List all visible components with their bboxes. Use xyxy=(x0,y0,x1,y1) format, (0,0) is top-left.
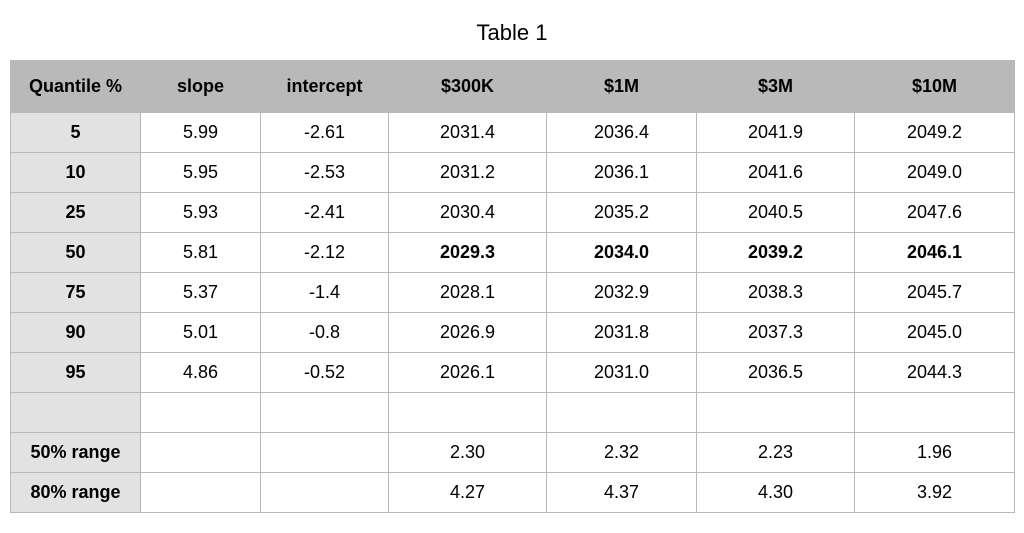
row-header: 80% range xyxy=(11,473,141,513)
table-cell: 2047.6 xyxy=(855,193,1015,233)
table-cell: 5.81 xyxy=(141,233,261,273)
table-cell: 2045.0 xyxy=(855,313,1015,353)
table-cell: 2041.6 xyxy=(697,153,855,193)
table-row: 50% range 2.302.322.231.96 xyxy=(11,433,1015,473)
table-cell: 2037.3 xyxy=(697,313,855,353)
table-cell xyxy=(855,393,1015,433)
table-cell: 2036.4 xyxy=(547,113,697,153)
table-row: 755.37-1.42028.12032.92038.32045.7 xyxy=(11,273,1015,313)
table-cell: 2030.4 xyxy=(389,193,547,233)
table-caption: Table 1 xyxy=(10,20,1014,46)
col-header: $3M xyxy=(697,61,855,113)
col-header: Quantile % xyxy=(11,61,141,113)
table-cell: 5.99 xyxy=(141,113,261,153)
table-cell: 2029.3 xyxy=(389,233,547,273)
table-cell: 2046.1 xyxy=(855,233,1015,273)
table-row: 954.86-0.522026.12031.02036.52044.3 xyxy=(11,353,1015,393)
row-header: 90 xyxy=(11,313,141,353)
table-cell: 2045.7 xyxy=(855,273,1015,313)
row-header: 10 xyxy=(11,153,141,193)
table-cell: 2.30 xyxy=(389,433,547,473)
table-cell: 2041.9 xyxy=(697,113,855,153)
table-cell: 2049.2 xyxy=(855,113,1015,153)
table-cell: -2.12 xyxy=(261,233,389,273)
table-cell xyxy=(547,393,697,433)
table-cell: 2040.5 xyxy=(697,193,855,233)
table-cell: 2032.9 xyxy=(547,273,697,313)
table-header-row: Quantile % slope intercept $300K $1M $3M… xyxy=(11,61,1015,113)
table-cell: 4.86 xyxy=(141,353,261,393)
table-cell xyxy=(141,433,261,473)
table-cell: 2031.2 xyxy=(389,153,547,193)
table-cell: 2035.2 xyxy=(547,193,697,233)
table-cell: 2.32 xyxy=(547,433,697,473)
table-cell: 2038.3 xyxy=(697,273,855,313)
table-cell: 2026.9 xyxy=(389,313,547,353)
table-cell xyxy=(261,473,389,513)
table-row xyxy=(11,393,1015,433)
table-cell xyxy=(389,393,547,433)
table-cell: 2031.8 xyxy=(547,313,697,353)
col-header: $10M xyxy=(855,61,1015,113)
table-cell: 2026.1 xyxy=(389,353,547,393)
table-cell: 2.23 xyxy=(697,433,855,473)
table-cell: 5.93 xyxy=(141,193,261,233)
table-cell: 4.30 xyxy=(697,473,855,513)
table-cell: 2031.0 xyxy=(547,353,697,393)
row-header: 75 xyxy=(11,273,141,313)
table-row: 905.01-0.82026.92031.82037.32045.0 xyxy=(11,313,1015,353)
table-cell xyxy=(261,433,389,473)
row-header: 50 xyxy=(11,233,141,273)
table-body: 55.99-2.612031.42036.42041.92049.2105.95… xyxy=(11,113,1015,513)
table-cell: -1.4 xyxy=(261,273,389,313)
table-cell: -0.52 xyxy=(261,353,389,393)
table-cell: 5.37 xyxy=(141,273,261,313)
table-row: 105.95-2.532031.22036.12041.62049.0 xyxy=(11,153,1015,193)
row-header xyxy=(11,393,141,433)
table-cell xyxy=(261,393,389,433)
table-cell: 5.95 xyxy=(141,153,261,193)
col-header: intercept xyxy=(261,61,389,113)
table-cell: 2039.2 xyxy=(697,233,855,273)
table-row: 505.81-2.122029.32034.02039.22046.1 xyxy=(11,233,1015,273)
col-header: $300K xyxy=(389,61,547,113)
table-cell xyxy=(697,393,855,433)
table-cell: 2049.0 xyxy=(855,153,1015,193)
table-cell: -2.61 xyxy=(261,113,389,153)
table-cell: 2031.4 xyxy=(389,113,547,153)
row-header: 5 xyxy=(11,113,141,153)
table-cell: 1.96 xyxy=(855,433,1015,473)
col-header: slope xyxy=(141,61,261,113)
table-row: 255.93-2.412030.42035.22040.52047.6 xyxy=(11,193,1015,233)
table-cell: 2034.0 xyxy=(547,233,697,273)
table-cell xyxy=(141,393,261,433)
table-cell: 5.01 xyxy=(141,313,261,353)
data-table: Quantile % slope intercept $300K $1M $3M… xyxy=(10,60,1015,513)
row-header: 50% range xyxy=(11,433,141,473)
col-header: $1M xyxy=(547,61,697,113)
table-cell: -2.53 xyxy=(261,153,389,193)
table-cell: 2044.3 xyxy=(855,353,1015,393)
table-cell: 2036.5 xyxy=(697,353,855,393)
table-cell: 2028.1 xyxy=(389,273,547,313)
row-header: 25 xyxy=(11,193,141,233)
table-cell: -2.41 xyxy=(261,193,389,233)
table-cell: 4.37 xyxy=(547,473,697,513)
table-cell: -0.8 xyxy=(261,313,389,353)
table-cell: 3.92 xyxy=(855,473,1015,513)
table-cell: 4.27 xyxy=(389,473,547,513)
table-cell xyxy=(141,473,261,513)
table-row: 55.99-2.612031.42036.42041.92049.2 xyxy=(11,113,1015,153)
row-header: 95 xyxy=(11,353,141,393)
table-cell: 2036.1 xyxy=(547,153,697,193)
table-row: 80% range 4.274.374.303.92 xyxy=(11,473,1015,513)
